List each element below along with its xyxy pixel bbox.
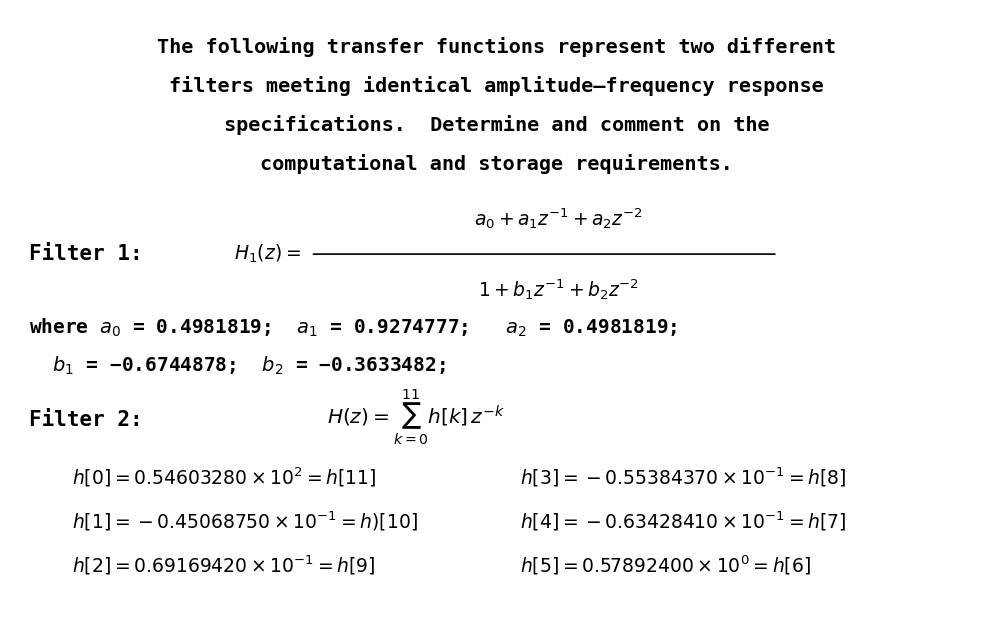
Text: $h[0]= 0.54603280 \times 10^{2} = h[11]$: $h[0]= 0.54603280 \times 10^{2} = h[11]$ <box>72 466 377 489</box>
Text: $h[3]= -0.55384370 \times 10^{-1} = h[8]$: $h[3]= -0.55384370 \times 10^{-1} = h[8]… <box>520 466 847 489</box>
Text: computational and storage requirements.: computational and storage requirements. <box>260 155 733 174</box>
Text: The following transfer functions represent two different: The following transfer functions represe… <box>157 36 836 57</box>
Text: $h[2]= 0.69169420 \times 10^{-1} = h[9]$: $h[2]= 0.69169420 \times 10^{-1} = h[9]$ <box>72 554 376 577</box>
Text: $h[4]= -0.63428410 \times 10^{-1} = h[7]$: $h[4]= -0.63428410 \times 10^{-1} = h[7]… <box>520 510 847 533</box>
Text: $a_0 + a_1 z^{-1} + a_2 z^{-2}$: $a_0 + a_1 z^{-1} + a_2 z^{-2}$ <box>474 207 642 231</box>
Text: $H_1(z) =$: $H_1(z) =$ <box>234 243 301 265</box>
Text: where $a_0$ = 0.4981819;  $a_1$ = 0.9274777;   $a_2$ = 0.4981819;: where $a_0$ = 0.4981819; $a_1$ = 0.92747… <box>30 316 677 339</box>
Text: $h[5]= 0.57892400 \times 10^{0} = h[6]$: $h[5]= 0.57892400 \times 10^{0} = h[6]$ <box>520 554 811 577</box>
Text: $1 + b_1 z^{-1} + b_2 z^{-2}$: $1 + b_1 z^{-1} + b_2 z^{-2}$ <box>478 277 639 301</box>
Text: Filter 1:: Filter 1: <box>30 244 143 264</box>
Text: $b_1$ = −0.6744878;  $b_2$ = −0.3633482;: $b_1$ = −0.6744878; $b_2$ = −0.3633482; <box>30 355 446 377</box>
Text: specifications.  Determine and comment on the: specifications. Determine and comment on… <box>223 115 770 135</box>
Text: filters meeting identical amplitude–frequency response: filters meeting identical amplitude–freq… <box>169 76 824 96</box>
Text: Filter 2:: Filter 2: <box>30 410 143 430</box>
Text: $H(z) = \sum_{k=0}^{11} h[k]\,z^{-k}$: $H(z) = \sum_{k=0}^{11} h[k]\,z^{-k}$ <box>327 387 504 447</box>
Text: $h[1]= -0.45068750 \times 10^{-1} = h)[10]$: $h[1]= -0.45068750 \times 10^{-1} = h)[1… <box>72 510 418 533</box>
